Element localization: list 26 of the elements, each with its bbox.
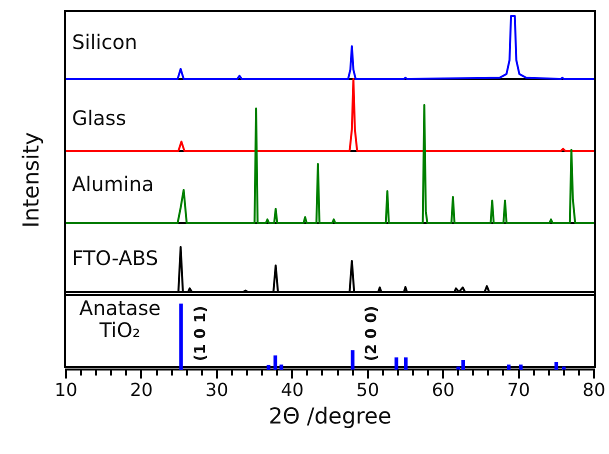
series-label: Alumina bbox=[72, 172, 154, 196]
series-label: Anatase TiO₂ bbox=[78, 296, 162, 342]
x-tick-label: 80 bbox=[582, 380, 606, 401]
series-label: Silicon bbox=[72, 30, 138, 54]
bar bbox=[519, 364, 523, 370]
bar bbox=[273, 355, 278, 370]
bar bbox=[506, 364, 511, 370]
series-label: Glass bbox=[72, 106, 126, 130]
annotation: (2 0 0) bbox=[362, 306, 380, 362]
x-tick-label: 20 bbox=[130, 380, 153, 401]
x-tick-label: 50 bbox=[356, 380, 380, 401]
bar bbox=[266, 364, 270, 370]
x-tick-label: 10 bbox=[54, 380, 78, 401]
x-tick-label: 40 bbox=[280, 380, 304, 401]
series-label: FTO-ABS bbox=[72, 246, 158, 270]
bar bbox=[554, 362, 558, 370]
x-axis-title: 2Θ /degree bbox=[268, 404, 392, 430]
y-axis-title: Intensity bbox=[20, 131, 44, 230]
bar bbox=[394, 357, 398, 370]
bar bbox=[179, 304, 183, 370]
bar bbox=[404, 357, 408, 370]
annotation: (1 0 1) bbox=[190, 306, 209, 362]
x-tick-label: 70 bbox=[507, 380, 530, 401]
x-tick-label: 30 bbox=[205, 380, 228, 401]
bar bbox=[280, 364, 284, 370]
x-tick-label: 60 bbox=[432, 380, 455, 401]
